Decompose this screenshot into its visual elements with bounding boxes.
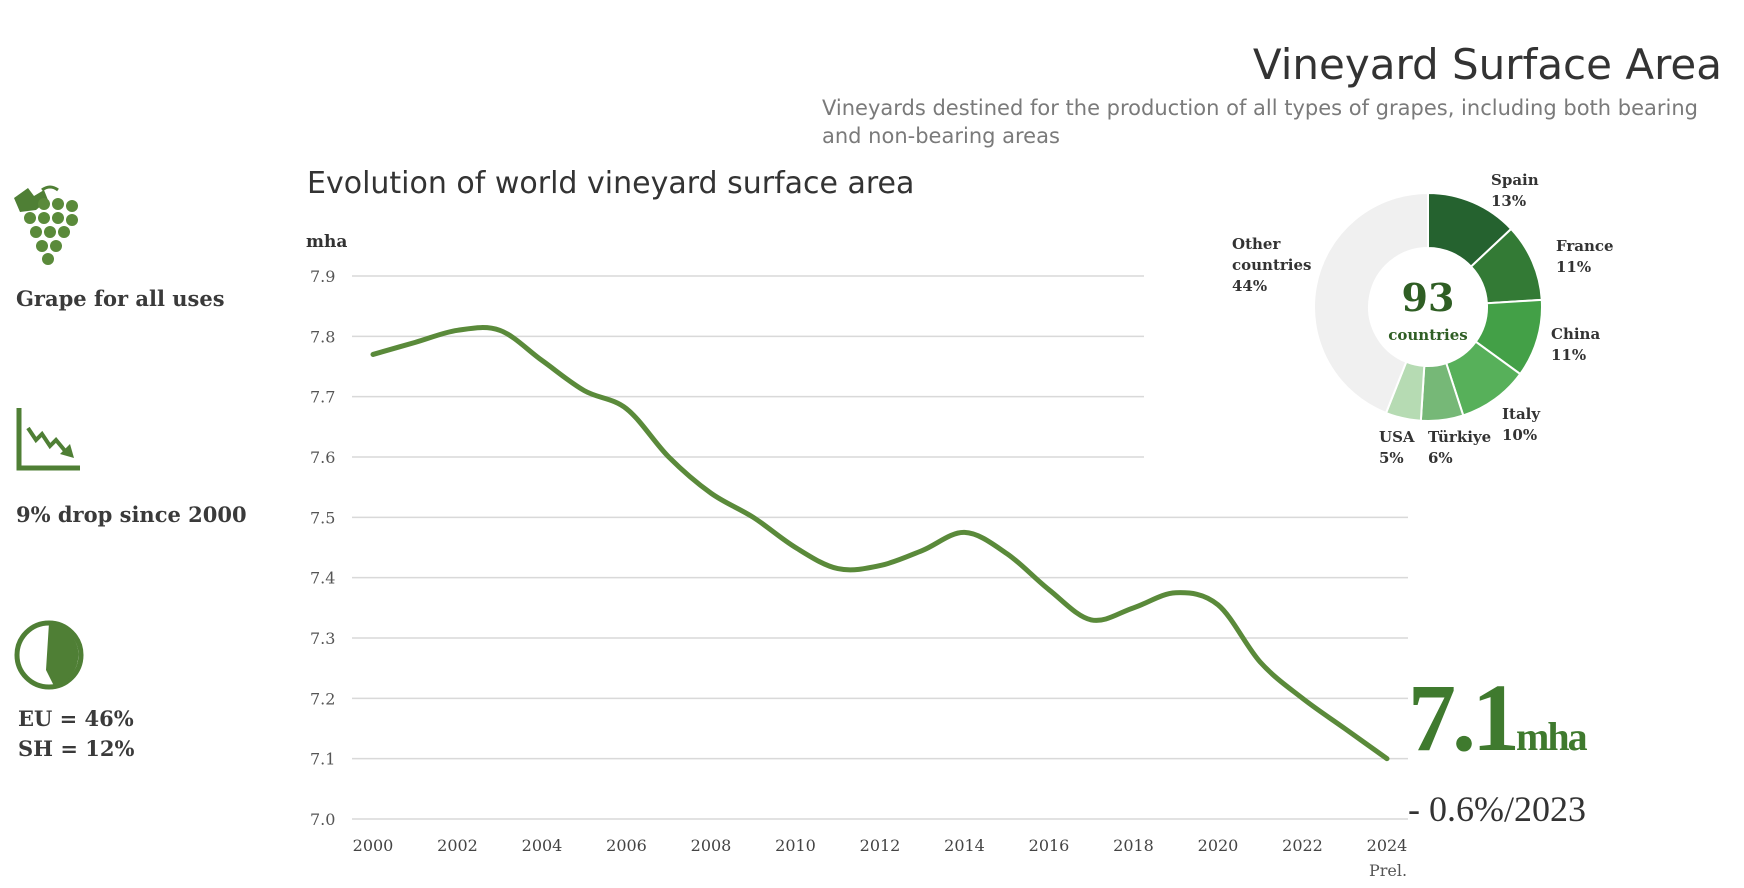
x-tick-note: Prel.: [1369, 861, 1407, 880]
x-tick-label: 2006: [606, 836, 647, 855]
x-tick-label: 2002: [437, 836, 478, 855]
x-tick-label: 2016: [1029, 836, 1070, 855]
y-axis-unit: mha: [306, 232, 347, 252]
y-tick-label: 7.1: [310, 750, 335, 769]
pie-pct-label: 6%: [1428, 449, 1453, 467]
y-tick-label: 7.7: [310, 388, 335, 407]
page-title: Vineyard Surface Area: [1252, 40, 1722, 89]
pie-center-value: 93: [1402, 275, 1455, 320]
y-tick-label: 7.0: [310, 810, 335, 829]
pie-pct-label: 5%: [1379, 449, 1404, 467]
pie-label: Italy: [1502, 405, 1541, 423]
kpi-eu-share: EU = 46%: [18, 706, 134, 731]
kpi-drop-label: 9% drop since 2000: [16, 502, 247, 527]
y-tick-label: 7.3: [310, 629, 335, 648]
y-tick-label: 7.8: [310, 327, 335, 346]
x-tick-label: 2000: [353, 836, 394, 855]
series-line: [370, 325, 1390, 762]
kpi-change: - 0.6%/2023: [1408, 789, 1586, 829]
y-tick-label: 7.5: [310, 508, 335, 527]
x-tick-label: 2024: [1367, 836, 1408, 855]
x-tick-label: 2004: [522, 836, 563, 855]
pie-label: countries: [1232, 256, 1311, 274]
y-tick-label: 7.6: [310, 448, 335, 467]
pie-pct-label: 10%: [1502, 426, 1537, 444]
pie-label: France: [1556, 237, 1614, 255]
pie-label: USA: [1379, 428, 1415, 446]
chart-title: Evolution of world vineyard surface area: [307, 166, 915, 201]
x-tick-label: 2018: [1113, 836, 1154, 855]
kpi-current-value: 7.1mha: [1408, 670, 1588, 766]
pie-share-icon: [14, 620, 84, 695]
y-tick-label: 7.4: [310, 569, 335, 588]
kpi-value: 7.1: [1408, 664, 1520, 771]
page-subtitle: Vineyards destined for the production of…: [822, 96, 1698, 148]
pie-slice-other-countries: [1313, 191, 1429, 415]
pie-pct-label: 13%: [1491, 192, 1526, 210]
x-tick-label: 2014: [944, 836, 985, 855]
y-tick-label: 7.9: [310, 267, 335, 286]
pie-label: China: [1551, 325, 1600, 343]
pie-pct-label: 11%: [1556, 258, 1591, 276]
pie-center-label: countries: [1388, 326, 1467, 344]
x-tick-label: 2008: [691, 836, 732, 855]
x-tick-label: 2022: [1282, 836, 1323, 855]
pie-label: Türkiye: [1428, 428, 1491, 446]
pie-pct-label: 44%: [1232, 277, 1267, 295]
kpi-unit: mha: [1516, 714, 1588, 759]
pie-pct-label: 11%: [1551, 346, 1586, 364]
pie-label: Spain: [1491, 171, 1539, 189]
y-tick-label: 7.2: [310, 689, 335, 708]
grape-icon: [8, 184, 82, 273]
x-tick-label: 2012: [860, 836, 901, 855]
kpi-grape-label: Grape for all uses: [16, 286, 225, 311]
x-tick-label: 2020: [1198, 836, 1239, 855]
declining-chart-icon: [16, 406, 82, 477]
kpi-sh-share: SH = 12%: [18, 736, 135, 761]
pie-label: Other: [1232, 235, 1281, 253]
x-tick-label: 2010: [775, 836, 816, 855]
